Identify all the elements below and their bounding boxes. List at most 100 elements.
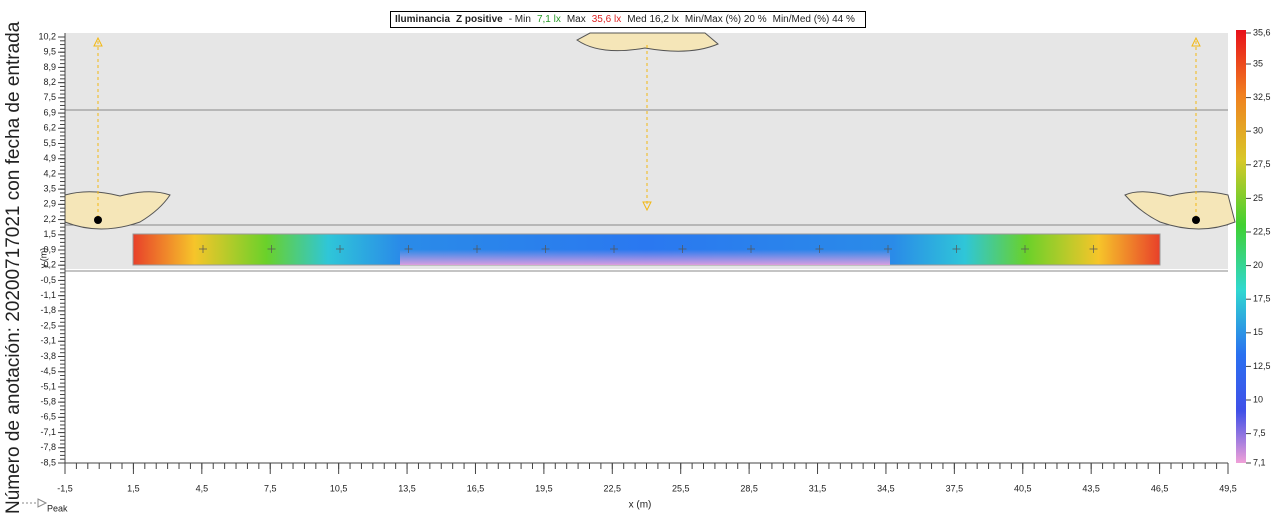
x-tick-label: 22,5	[604, 483, 622, 493]
min-med: Min/Med (%) 44 %	[772, 14, 855, 25]
med: Med 16,2 lx	[627, 14, 679, 25]
grid-cross	[541, 245, 550, 253]
x-tick-label: 28,5	[740, 483, 758, 493]
y-tick-label: -8,5	[40, 457, 56, 467]
y-tick-label: 4,2	[43, 168, 56, 178]
quantity: Iluminancia	[395, 14, 451, 25]
x-tick-label: 10,5	[330, 483, 348, 493]
colorbar-label: 10	[1253, 394, 1263, 404]
x-tick-label: 1,5	[127, 483, 140, 493]
luminaire-point	[94, 216, 102, 224]
max-value: 35,6 lx	[591, 14, 622, 25]
y-tick-label: 0,2	[43, 260, 56, 270]
colorbar-label: 32,5	[1253, 92, 1271, 102]
luminaire	[1124, 191, 1236, 230]
min-value: 7,1 lx	[536, 14, 561, 25]
min-label: - Min	[508, 14, 531, 25]
side-note: Número de anotación: 20200717021 con fec…	[3, 21, 24, 514]
x-tick-label: 25,5	[672, 483, 690, 493]
grid-cross	[199, 245, 207, 253]
y-tick-label: 2,2	[43, 214, 56, 224]
y-tick-label: 0,9	[43, 244, 56, 254]
y-tick-label: 3,5	[43, 184, 56, 194]
y-tick-label: -1,1	[40, 290, 56, 300]
colorbar-label: 12,5	[1253, 361, 1271, 371]
room-area	[65, 33, 1228, 269]
y-tick-label: -1,8	[40, 305, 56, 315]
y-tick-label: -5,1	[40, 381, 56, 391]
y-tick-label: 10,2	[38, 31, 56, 41]
x-tick-label: 40,5	[1014, 483, 1032, 493]
surface: Z positive	[456, 14, 503, 25]
x-tick-label: 34,5	[877, 483, 895, 493]
x-tick-label: 49,5	[1219, 483, 1237, 493]
y-tick-label: 8,2	[43, 77, 56, 87]
grid-cross	[884, 245, 892, 253]
x-tick-label: 31,5	[809, 483, 827, 493]
header: Iluminancia Z positive - Min 7,1 lx Max 35,6 …	[390, 11, 866, 28]
colorbar-label: 30	[1253, 126, 1263, 136]
grid-cross	[610, 245, 618, 253]
y-tick-label: -5,8	[40, 397, 56, 407]
x-tick-label: 37,5	[946, 483, 964, 493]
x-tick-label: 19,5	[535, 483, 553, 493]
y-tick-label: -3,1	[40, 336, 56, 346]
colorbar-label: 22,5	[1253, 226, 1271, 236]
grid-cross	[267, 245, 276, 253]
grid-cross	[1021, 245, 1029, 253]
light-directions	[97, 40, 1197, 218]
y-tick-label: 4,9	[43, 153, 56, 163]
heatmap-low	[400, 234, 890, 265]
luminaire	[64, 191, 171, 230]
x-tick-label: 4,5	[196, 483, 209, 493]
y-tick-label: 2,9	[43, 199, 56, 209]
colorbar-label: 17,5	[1253, 294, 1271, 304]
y-tick-label: 6,2	[43, 123, 56, 133]
colorbar-label: 35,6	[1253, 27, 1271, 37]
colorbar-label: 7,1	[1253, 457, 1266, 467]
colorbar-label: 15	[1253, 327, 1263, 337]
grid-cross	[678, 245, 687, 253]
peak-label: Peak	[47, 503, 68, 513]
y-tick-label: -6,5	[40, 412, 56, 422]
colorbar-label: 25	[1253, 193, 1263, 203]
colorbar-label: 27,5	[1253, 159, 1271, 169]
y-tick-label: 5,5	[43, 138, 56, 148]
x-tick-label: 13,5	[398, 483, 416, 493]
colorbar-label: 7,5	[1253, 428, 1266, 438]
y-tick-label: 7,5	[43, 92, 56, 102]
grid-cross	[404, 245, 413, 253]
x-tick-label: 16,5	[467, 483, 485, 493]
grid-cross	[952, 245, 961, 253]
grid-cross	[336, 245, 344, 253]
grid-cross	[815, 245, 824, 253]
arrow-heads	[93, 36, 1201, 212]
y-tick-label: -7,1	[40, 427, 56, 437]
peak-arrow	[37, 498, 48, 508]
luminaire-point	[1192, 216, 1200, 224]
y-tick-label: -2,5	[40, 320, 56, 330]
colorbar-label: 35	[1253, 58, 1263, 68]
y-tick-label: -7,8	[40, 442, 56, 452]
min-max: Min/Max (%) 20 %	[684, 14, 767, 25]
y-tick-label: 8,9	[43, 62, 56, 72]
x-tick-label: 43,5	[1082, 483, 1100, 493]
grid-cross	[473, 245, 481, 253]
y-tick-label: -0,5	[40, 275, 56, 285]
y-tick-label: 9,5	[43, 47, 56, 57]
grid-cross	[747, 245, 755, 253]
y-tick-label: -3,8	[40, 351, 56, 361]
x-tick-label: 46,5	[1151, 483, 1169, 493]
grid-cross	[1089, 245, 1098, 253]
y-tick-label: -4,5	[40, 366, 56, 376]
x-tick-label: -1,5	[57, 483, 73, 493]
y-tick-label: 6,9	[43, 107, 56, 117]
luminaire	[576, 32, 719, 52]
colorbar	[1236, 30, 1246, 463]
x-tick-label: 7,5	[264, 483, 277, 493]
y-axis-title: y (m)	[38, 248, 48, 269]
y-tick-label: 1,5	[43, 229, 56, 239]
max-label: Max	[566, 14, 586, 25]
